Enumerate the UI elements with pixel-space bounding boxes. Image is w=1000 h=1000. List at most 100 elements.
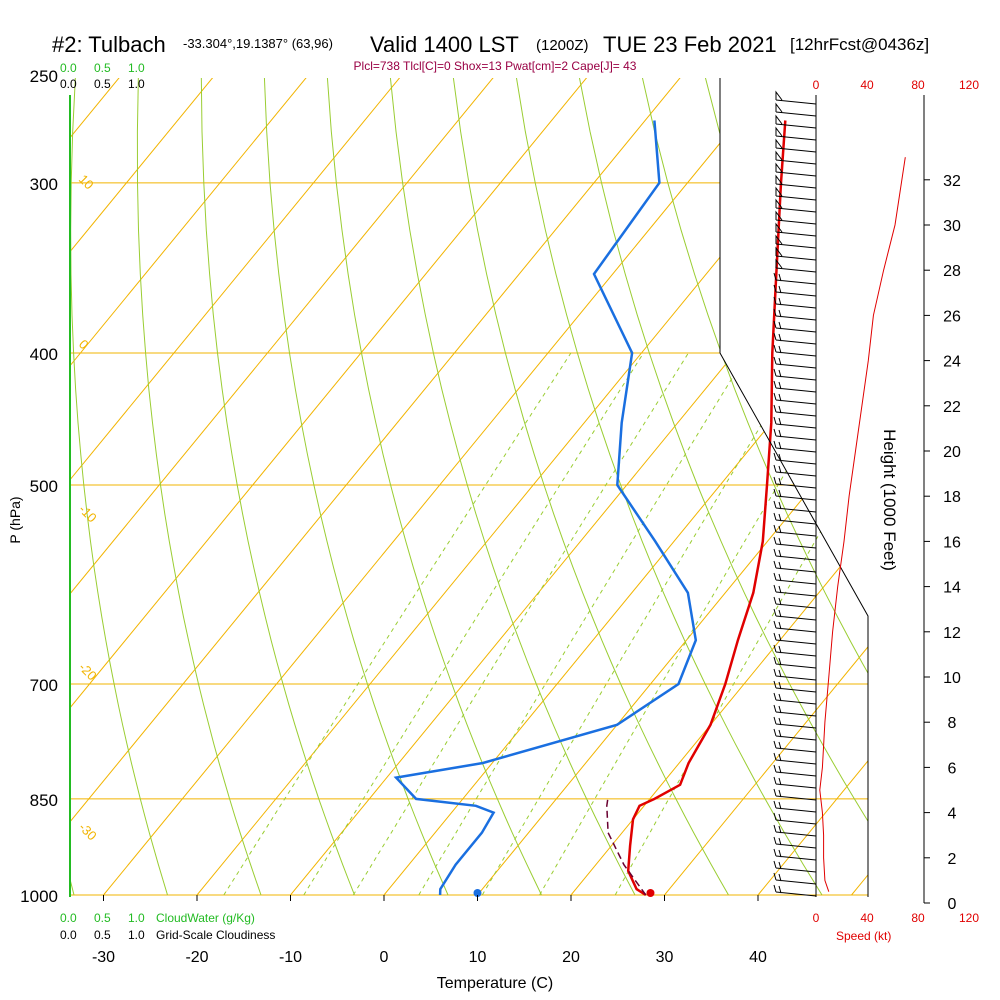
x-axis-title: Temperature (C) bbox=[437, 975, 553, 992]
temperature-tick-label: -10 bbox=[279, 949, 302, 966]
height-tick-label: 32 bbox=[943, 173, 961, 190]
wind-barb bbox=[773, 452, 817, 465]
cloudwater-tick-top-1: 0.5 bbox=[94, 61, 111, 75]
wind-barb bbox=[773, 680, 817, 693]
pressure-tick-label: 400 bbox=[30, 345, 58, 364]
surface-temperature-marker bbox=[646, 889, 655, 897]
pressure-tick-label: 850 bbox=[30, 791, 58, 810]
wind-barb bbox=[775, 246, 817, 261]
height-tick-label: 10 bbox=[943, 670, 961, 687]
pressure-tick-label: 300 bbox=[30, 175, 58, 194]
mixing-ratio-line bbox=[539, 352, 857, 896]
wind-barb bbox=[773, 428, 817, 441]
wind-barb bbox=[773, 548, 817, 561]
cloudiness-label: Grid-Scale Cloudiness bbox=[156, 928, 275, 942]
temperature-tick-label: -20 bbox=[185, 949, 208, 966]
wind-barb bbox=[775, 90, 817, 105]
height-tick-label: 28 bbox=[943, 263, 961, 280]
wind-barb bbox=[775, 138, 817, 153]
cloudiness-tick-top-0: 0.0 bbox=[60, 77, 77, 91]
cloudiness-tick-bottom-0: 0.0 bbox=[60, 928, 77, 942]
height-tick-label: 8 bbox=[948, 715, 957, 732]
wind-barb bbox=[773, 380, 817, 393]
wind-barb bbox=[773, 560, 817, 573]
speed-scale-top: 0 40 80 120 bbox=[813, 78, 980, 92]
cloudiness-tick-bottom-2: 1.0 bbox=[128, 928, 145, 942]
dry-adiabat-line bbox=[263, 78, 449, 896]
cloudwater-tick-bottom-1: 0.5 bbox=[94, 911, 111, 925]
dry-adiabat-line bbox=[200, 78, 355, 896]
isotherm-label: -30 bbox=[76, 820, 100, 844]
wind-barb bbox=[773, 860, 817, 873]
cloudiness-tick-bottom-1: 0.5 bbox=[94, 928, 111, 942]
mixing-ratio-line bbox=[303, 352, 644, 896]
mixing-ratio-lines bbox=[223, 352, 868, 896]
isotherm-line bbox=[0, 75, 28, 895]
theta-label: 0 bbox=[716, 232, 735, 253]
height-tick-label: 18 bbox=[943, 489, 961, 506]
height-tick-label: 0 bbox=[948, 896, 957, 913]
wind-barb bbox=[775, 174, 817, 189]
wind-barb bbox=[773, 620, 817, 633]
wind-barb bbox=[775, 234, 817, 249]
wind-barb bbox=[773, 728, 817, 741]
isotherm-line bbox=[570, 78, 868, 896]
wind-barb bbox=[775, 198, 817, 213]
wind-barb bbox=[773, 344, 817, 357]
wind-barb bbox=[773, 668, 817, 681]
height-tick-label: 26 bbox=[943, 308, 961, 325]
wind-barb bbox=[773, 872, 817, 885]
isotherm-label: 0 bbox=[76, 337, 92, 353]
wind-barb bbox=[773, 308, 817, 321]
wind-barb bbox=[773, 656, 817, 669]
wind-barb bbox=[775, 258, 817, 273]
wind-barb bbox=[775, 222, 817, 237]
wind-barb bbox=[773, 296, 817, 309]
dry-adiabat-line bbox=[136, 78, 262, 896]
height-tick-label: 16 bbox=[943, 534, 961, 551]
isotherm-line bbox=[70, 78, 496, 896]
speed-tick-top-2: 80 bbox=[911, 78, 925, 92]
wind-barb bbox=[773, 500, 817, 513]
temperature-tick-label: 10 bbox=[469, 949, 487, 966]
wind-barb bbox=[773, 404, 817, 417]
height-tick-label: 20 bbox=[943, 444, 961, 461]
wind-barb bbox=[773, 440, 817, 453]
wind-barb bbox=[773, 512, 817, 525]
pressure-tick-label: 700 bbox=[30, 676, 58, 695]
cloudwater-scale-bottom: 0.0 0.5 1.0 CloudWater (g/Kg) 0.0 0.5 1.… bbox=[60, 911, 275, 942]
wind-barb bbox=[775, 126, 817, 141]
wind-barb bbox=[773, 332, 817, 345]
dry-adiabat-line bbox=[70, 78, 168, 896]
wind-barb bbox=[773, 632, 817, 645]
cloudwater-tick-bottom-2: 1.0 bbox=[128, 911, 145, 925]
forecast-info: [12hrFcst@0436z] bbox=[790, 35, 929, 54]
valid-zulu: (1200Z) bbox=[536, 37, 589, 54]
speed-tick-bottom-1: 40 bbox=[860, 911, 874, 925]
sounding-series bbox=[393, 120, 787, 897]
dry-adiabat-line bbox=[641, 78, 868, 896]
surface-dewpoint-marker bbox=[473, 889, 482, 897]
speed-tick-bottom-3: 120 bbox=[959, 911, 979, 925]
station-coords: -33.304°,19.1387° (63,96) bbox=[183, 36, 333, 51]
height-tick-label: 24 bbox=[943, 354, 961, 371]
height-tick-label: 30 bbox=[943, 218, 961, 235]
dry-adiabat-line bbox=[830, 78, 868, 896]
isotherm-line bbox=[103, 78, 777, 896]
wind-barb bbox=[773, 764, 817, 777]
plot-frame-right bbox=[719, 78, 869, 897]
wind-barb bbox=[775, 186, 817, 201]
temperature-tick-label: 30 bbox=[656, 949, 674, 966]
height-tick-label: 12 bbox=[943, 625, 961, 642]
valid-date: TUE 23 Feb 2021 bbox=[603, 32, 777, 57]
wind-barb bbox=[773, 716, 817, 729]
temperature-axis: -30 -20 -10 0 10 20 30 40 bbox=[92, 895, 767, 966]
wind-barb bbox=[773, 692, 817, 705]
cloudwater-tick-top-2: 1.0 bbox=[128, 61, 145, 75]
dewpoint-line bbox=[393, 120, 698, 896]
mixing-ratio-label: 5 bbox=[416, 903, 433, 917]
speed-tick-bottom-2: 80 bbox=[911, 911, 925, 925]
wind-barb bbox=[773, 488, 817, 501]
